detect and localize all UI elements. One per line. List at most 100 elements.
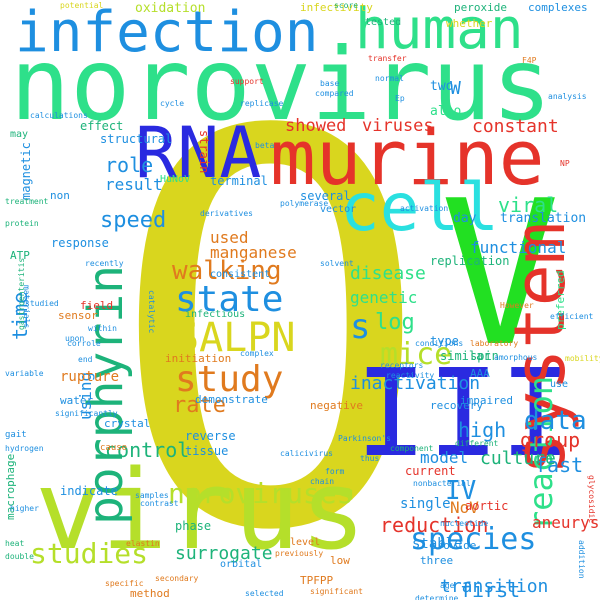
word-vector: vector	[320, 204, 357, 215]
word-tested: tested	[365, 17, 402, 28]
word-impaired: impaired	[460, 394, 513, 407]
word-phase: phase	[175, 519, 212, 533]
word-type: type	[430, 334, 459, 348]
word-rna: RNA	[135, 112, 262, 194]
word-state: state	[175, 279, 284, 320]
word-however: However	[500, 301, 534, 310]
word-inactivation: inactivation	[350, 373, 481, 394]
word-compared: compared	[315, 89, 354, 98]
word-chain: chain	[310, 477, 335, 486]
word-several: several	[300, 189, 351, 203]
word-species: species	[410, 522, 537, 557]
word-conditions: conditions	[415, 339, 464, 348]
word-sensor: sensor	[58, 309, 98, 322]
word-high: high	[458, 418, 507, 442]
word-glycosidic: glycosidic	[587, 475, 596, 524]
word-genetic: genetic	[350, 288, 418, 307]
word-control: control	[105, 438, 190, 462]
word-o: O	[108, 21, 434, 600]
word-complexes: complexes	[528, 1, 588, 14]
word-v: V	[440, 158, 561, 391]
word-translation: translation	[500, 211, 587, 226]
word-method: method	[130, 587, 170, 600]
word-reduction: reduction	[380, 513, 489, 537]
word-mice: mice	[380, 337, 453, 372]
word-rupture: rupture	[60, 369, 120, 385]
word-aortic: aortic	[465, 499, 509, 513]
word-study: study	[175, 359, 284, 400]
word-form: form	[325, 467, 345, 476]
word-f4p: F4P	[522, 56, 537, 65]
word-selected: selected	[245, 589, 284, 598]
word-human: human	[355, 0, 524, 62]
word-recently: recently	[85, 259, 124, 268]
word-also: also	[430, 104, 462, 119]
word-corrole: corrole	[67, 339, 101, 348]
word-protein: protein	[5, 219, 39, 228]
word-aaa: AAA	[470, 367, 490, 380]
word-role: role	[105, 153, 154, 177]
word-disease: disease	[350, 263, 426, 284]
word-consistent: consistent	[210, 269, 271, 280]
word-fcv: FCV	[342, 230, 389, 260]
word-specific: specific	[105, 579, 144, 588]
word-studies: studies	[30, 537, 149, 570]
word-gait: gait	[5, 430, 27, 440]
word-crystal: crystal	[104, 417, 151, 430]
word-efficient: efficient	[550, 312, 594, 321]
word-contrast: contrast	[140, 499, 179, 508]
word-determine: determine	[415, 594, 459, 600]
word-walking: walking	[172, 256, 282, 286]
word-replication: replication	[430, 254, 510, 268]
word-base: base	[320, 79, 340, 88]
word-treatment: treatment	[5, 197, 49, 206]
word-double: double	[5, 552, 34, 561]
word-showed: showed	[285, 116, 347, 136]
word-mobility: mobility	[565, 354, 600, 363]
word-model: model	[420, 448, 469, 467]
word-initiation: initiation	[165, 352, 232, 365]
word-iii: III	[355, 345, 572, 484]
word-provide: provide	[430, 539, 477, 552]
word-polymerase: polymerase	[280, 199, 329, 208]
word-peroxide: peroxide	[454, 1, 507, 14]
word-current: current	[405, 464, 456, 478]
word-component: component	[390, 444, 434, 453]
word-reactivity: reactivity	[386, 371, 435, 380]
word-first: first	[460, 578, 521, 600]
word-beta: beta	[255, 141, 275, 150]
word-magnetic: magnetic	[19, 142, 33, 200]
word-potential: potential	[60, 1, 104, 10]
word-surrogate: surrogate	[175, 543, 273, 564]
word-culture: culture	[480, 448, 556, 469]
word-within: within	[88, 324, 117, 333]
word-cycle: cycle	[160, 99, 185, 108]
word-single: single	[400, 496, 451, 512]
word-structural: structural	[100, 132, 173, 146]
word-log: log	[375, 310, 415, 335]
word-demonstrate: demonstrate	[195, 393, 268, 406]
word-tpfpp: TPFPP	[300, 574, 334, 587]
word-non: non	[50, 189, 70, 202]
word-samples: samples	[135, 491, 169, 500]
word-cell: cell	[340, 169, 499, 246]
word-w: W	[450, 78, 461, 99]
word-complex: complex	[240, 349, 274, 358]
word-catalytic: catalytic	[147, 290, 156, 334]
word-cause: cause	[100, 443, 128, 453]
word-atp: ATP	[10, 249, 30, 262]
word-infection: infection	[15, 0, 319, 65]
word-ep: Ep	[395, 94, 405, 103]
word-negative: negative	[310, 399, 363, 412]
word-infectious: infectious	[185, 309, 246, 320]
word-thus: thus	[360, 454, 380, 463]
word-group: group	[520, 428, 581, 452]
word-receptors: receptors	[380, 361, 424, 370]
word-may: may	[10, 129, 29, 140]
word-low: low	[330, 554, 350, 567]
word-aneurysm: aneurysm	[532, 513, 600, 532]
word-variable: variable	[5, 369, 44, 378]
word-np: NP	[560, 159, 570, 168]
word-iv: IV	[445, 476, 477, 506]
word-two: two	[430, 79, 454, 94]
